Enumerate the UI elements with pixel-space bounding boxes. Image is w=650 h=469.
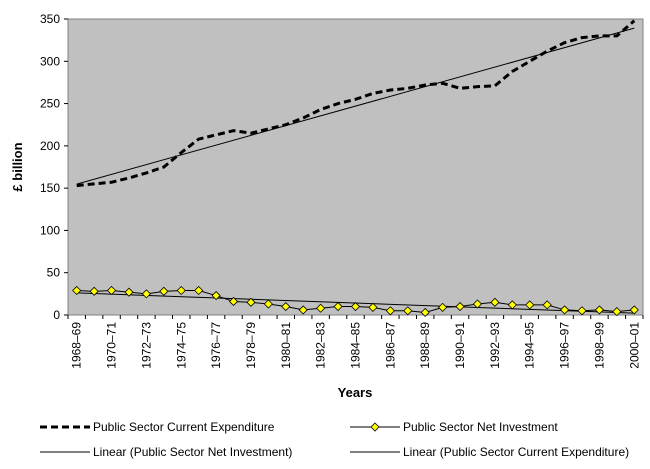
plot-area bbox=[67, 18, 644, 316]
legend-label: Linear (Public Sector Current Expenditur… bbox=[403, 445, 629, 459]
legend-marker bbox=[370, 422, 380, 432]
marker bbox=[333, 301, 343, 312]
x-tick-label: 1986–87 bbox=[383, 322, 397, 369]
x-tick-label: 1992–93 bbox=[488, 322, 502, 369]
x-tick-label: 1998–99 bbox=[592, 322, 606, 369]
x-tick-label: 1976–77 bbox=[209, 322, 223, 369]
marker bbox=[72, 285, 82, 296]
marker bbox=[141, 289, 151, 299]
marker bbox=[298, 305, 308, 315]
trend-line bbox=[76, 27, 635, 185]
x-tick-label: 1984–85 bbox=[349, 322, 363, 369]
marker bbox=[560, 305, 570, 315]
marker bbox=[385, 306, 395, 316]
legend-label: Public Sector Net Investment bbox=[403, 420, 558, 434]
marker bbox=[159, 286, 169, 296]
marker bbox=[472, 299, 483, 309]
marker bbox=[368, 302, 378, 312]
x-axis-title: Years bbox=[338, 385, 373, 400]
y-tick-label: 150 bbox=[40, 181, 60, 195]
marker bbox=[455, 301, 465, 312]
marker bbox=[507, 300, 517, 310]
marker bbox=[246, 297, 256, 307]
y-tick-label: 100 bbox=[40, 223, 60, 237]
marker bbox=[211, 290, 221, 301]
legend-label: Linear (Public Sector Net Investment) bbox=[93, 445, 292, 459]
marker bbox=[124, 287, 134, 297]
marker bbox=[106, 285, 117, 296]
y-tick-label: 0 bbox=[53, 308, 60, 322]
marker bbox=[281, 301, 291, 312]
x-tick-label: 1968–69 bbox=[70, 322, 84, 369]
x-tick-label: 1970–71 bbox=[105, 322, 119, 369]
x-tick-label: 1996–97 bbox=[558, 322, 572, 369]
x-tick-label: 1982–83 bbox=[314, 322, 328, 369]
y-axis-title: £ billion bbox=[10, 142, 25, 191]
y-tick-label: 50 bbox=[47, 266, 61, 280]
x-tick-label: 1994–95 bbox=[523, 322, 537, 369]
marker bbox=[263, 299, 273, 309]
marker bbox=[194, 285, 204, 296]
marker bbox=[577, 306, 587, 316]
x-tick-label: 1980–81 bbox=[279, 322, 293, 369]
x-tick-label: 2000–01 bbox=[627, 322, 641, 369]
y-tick-label: 250 bbox=[40, 97, 60, 111]
marker bbox=[542, 300, 552, 310]
marker bbox=[594, 305, 605, 315]
marker bbox=[350, 301, 361, 312]
marker bbox=[228, 296, 239, 307]
x-tick-label: 1988–89 bbox=[418, 322, 432, 369]
y-tick-label: 300 bbox=[40, 54, 60, 68]
y-tick-label: 200 bbox=[40, 139, 60, 153]
x-tick-label: 1972–73 bbox=[139, 322, 153, 369]
marker bbox=[316, 303, 326, 313]
marker bbox=[525, 300, 535, 310]
marker bbox=[89, 286, 99, 296]
marker bbox=[612, 307, 622, 317]
marker bbox=[438, 302, 448, 312]
marker bbox=[420, 307, 430, 318]
marker bbox=[403, 306, 413, 316]
marker bbox=[176, 285, 186, 296]
x-tick-label: 1974–75 bbox=[174, 322, 188, 369]
y-tick-label: 350 bbox=[40, 12, 60, 26]
marker bbox=[490, 297, 500, 307]
x-tick-label: 1978–79 bbox=[244, 322, 258, 369]
marker bbox=[629, 305, 639, 315]
legend-label: Public Sector Current Expenditure bbox=[93, 420, 275, 434]
x-tick-label: 1990–91 bbox=[453, 322, 467, 369]
